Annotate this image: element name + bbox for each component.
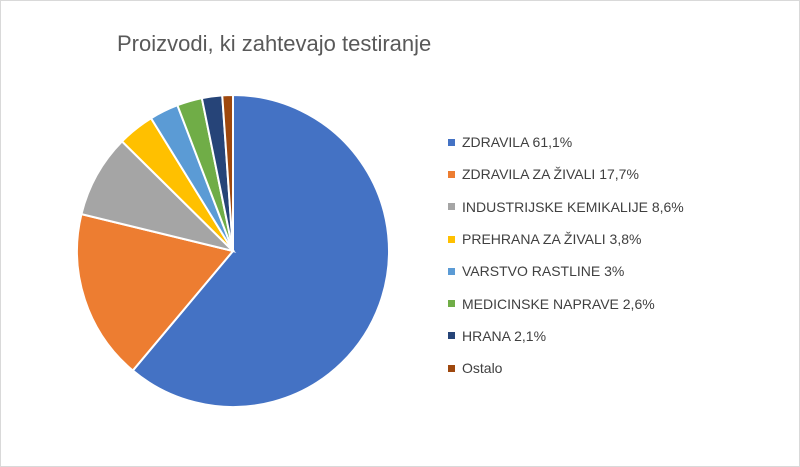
- legend-swatch: [448, 235, 455, 243]
- pie-slice-2: [76, 212, 235, 372]
- legend-label: ZDRAVILA 61,1%: [462, 134, 573, 151]
- legend-item-2: ZDRAVILA ZA ŽIVALI 17,7%: [448, 158, 684, 190]
- legend-label: HRANA 2,1%: [462, 327, 547, 344]
- legend-swatch: [448, 267, 455, 275]
- legend-label: MEDICINSKE NAPRAVE 2,6%: [462, 295, 655, 312]
- pie-slice-1: [131, 93, 390, 408]
- legend-label: Ostalo: [462, 360, 503, 377]
- legend: ZDRAVILA 61,1% ZDRAVILA ZA ŽIVALI 17,7% IN…: [448, 126, 684, 384]
- legend-swatch: [448, 170, 455, 178]
- legend-item-1: ZDRAVILA 61,1%: [448, 126, 684, 158]
- legend-swatch: [448, 300, 455, 308]
- legend-label: ZDRAVILA ZA ŽIVALI 17,7%: [462, 166, 639, 183]
- legend-label: PREHRANA ZA ŽIVALI 3,8%: [462, 231, 642, 248]
- legend-label: VARSTVO RASTLINE 3%: [462, 263, 625, 280]
- legend-item-3: INDUSTRIJSKE KEMIKALIJE 8,6%: [448, 191, 684, 223]
- legend-item-4: PREHRANA ZA ŽIVALI 3,8%: [448, 223, 684, 255]
- legend-item-6: MEDICINSKE NAPRAVE 2,6%: [448, 287, 684, 319]
- legend-swatch: [448, 364, 455, 372]
- legend-item-7: HRANA 2,1%: [448, 320, 684, 352]
- pie-slice-8: [221, 93, 234, 252]
- legend-item-8: Ostalo: [448, 352, 684, 384]
- legend-swatch: [448, 203, 455, 211]
- legend-item-5: VARSTVO RASTLINE 3%: [448, 255, 684, 287]
- legend-label: INDUSTRIJSKE KEMIKALIJE 8,6%: [462, 198, 684, 215]
- chart-title: Proizvodi, ki zahtevajo testiranje: [117, 31, 432, 56]
- legend-swatch: [448, 138, 455, 146]
- legend-swatch: [448, 332, 455, 340]
- pie-slice-3: [80, 139, 237, 253]
